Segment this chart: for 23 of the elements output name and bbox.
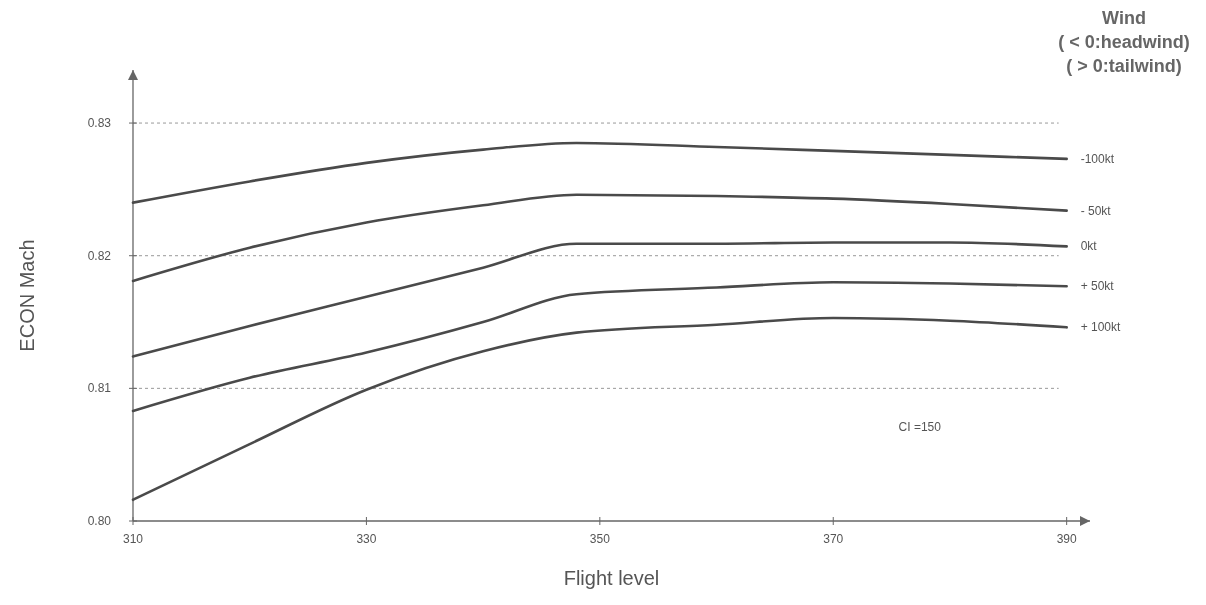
x-tick-label: 310 [122,532,144,546]
line-series [131,141,1068,204]
series-label: + 100kt [1080,320,1122,335]
series-label: + 50kt [1080,279,1115,294]
x-tick-label: 390 [1056,532,1077,546]
line-series [131,241,1068,358]
x-tick-label: 370 [823,532,844,546]
series-label: -100kt [1080,151,1115,166]
annotation: CI =150 [898,419,942,434]
x-tick-label: 330 [356,532,377,546]
x-axis-title: Flight level [563,567,660,589]
y-axis-title: ECON Mach [16,239,38,352]
y-tick-label: 0.83 [87,116,112,131]
line-series [131,316,1068,502]
y-tick-label: 0.80 [87,514,112,528]
legend-title: Wind ( < 0:headwind) ( > 0:tailwind) [1058,8,1190,76]
line-series [131,193,1068,283]
series-label: 0kt [1080,239,1098,254]
y-tick-label: 0.81 [87,381,112,396]
x-tick-label: 350 [589,532,611,546]
y-tick-label: 0.82 [87,248,112,263]
line-series [131,280,1068,413]
series-label: - 50kt [1080,203,1112,218]
